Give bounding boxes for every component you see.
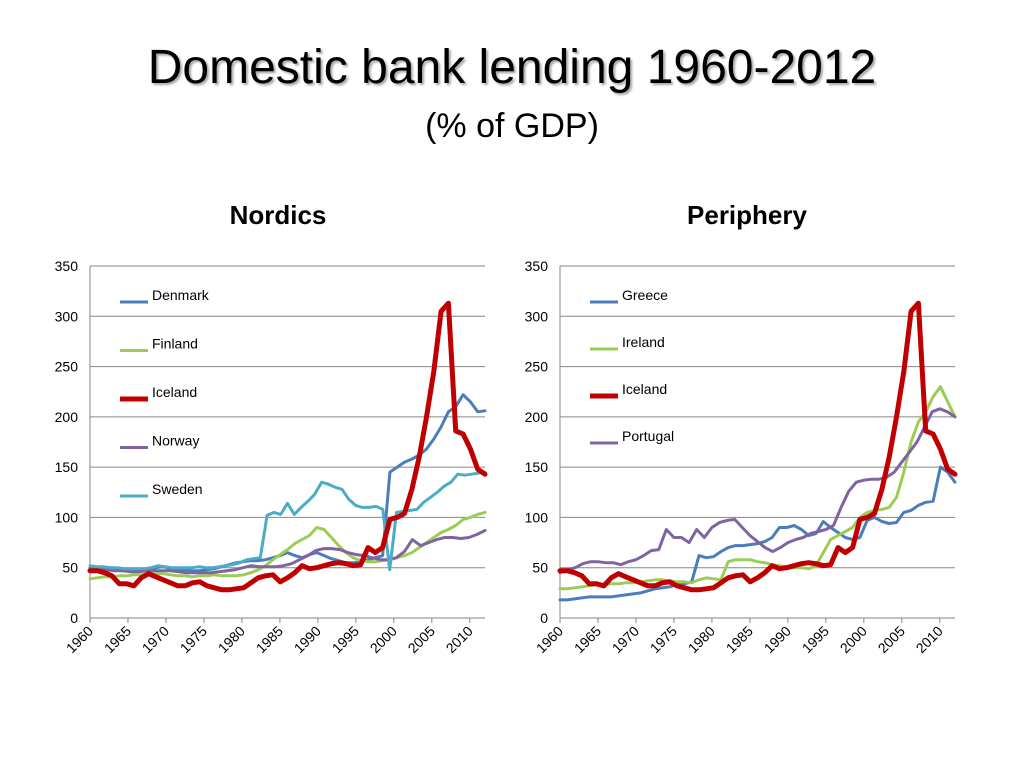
series-line-portugal [558, 407, 957, 575]
x-tick-label: 1980 [685, 623, 718, 656]
x-tick-label: 1975 [647, 623, 680, 656]
legend-label-norway: Norway [152, 433, 199, 449]
legend-label-ireland: Ireland [622, 334, 665, 350]
series-line-greece [558, 465, 957, 602]
x-tick-label: 2005 [875, 623, 908, 656]
x-tick-label: 1990 [761, 623, 794, 656]
y-tick-label: 350 [55, 258, 79, 274]
y-tick-label: 50 [532, 560, 548, 576]
series-line-finland [88, 510, 487, 581]
chart-title-nordics: Nordics [229, 200, 327, 230]
y-tick-label: 0 [70, 610, 78, 626]
series-line-iceland [87, 300, 488, 593]
y-tick-label: 350 [525, 258, 549, 274]
x-tick-label: 1960 [63, 623, 96, 656]
y-tick-label: 250 [55, 359, 79, 375]
series-line-sweden [88, 470, 487, 572]
legend-label-denmark: Denmark [152, 287, 210, 303]
y-tick-label: 200 [55, 409, 79, 425]
y-tick-label: 250 [525, 359, 549, 375]
legend-label-iceland: Iceland [152, 384, 197, 400]
y-tick-label: 100 [55, 509, 79, 525]
x-tick-label: 2010 [913, 623, 946, 656]
legend-label-finland: Finland [152, 336, 198, 352]
series-line-norway [88, 529, 487, 575]
y-tick-label: 300 [55, 308, 79, 324]
series-line-ireland [558, 385, 957, 591]
x-tick-label: 1980 [215, 623, 248, 656]
y-tick-label: 100 [525, 509, 549, 525]
x-tick-label: 2000 [837, 623, 870, 656]
x-tick-label: 1975 [177, 623, 210, 656]
x-tick-label: 1990 [291, 623, 324, 656]
x-tick-label: 2005 [405, 623, 438, 656]
y-tick-label: 0 [540, 610, 548, 626]
y-tick-label: 150 [55, 459, 79, 475]
x-tick-label: 1970 [609, 623, 642, 656]
y-tick-label: 200 [525, 409, 549, 425]
x-tick-label: 1965 [571, 623, 604, 656]
legend-label-greece: Greece [622, 287, 668, 303]
x-tick-label: 1970 [139, 623, 172, 656]
x-tick-label: 1960 [533, 623, 566, 656]
slide-subtitle: (% of GDP) [425, 107, 599, 145]
legend-label-iceland: Iceland [622, 381, 667, 397]
legend-label-portugal: Portugal [622, 428, 674, 444]
y-tick-label: 150 [525, 459, 549, 475]
y-tick-label: 50 [62, 560, 78, 576]
chart-title-periphery: Periphery [687, 200, 807, 230]
x-tick-label: 1995 [799, 623, 832, 656]
y-tick-label: 300 [525, 308, 549, 324]
x-tick-label: 2010 [443, 623, 476, 656]
slide-title: Domestic bank lending 1960-2012 [147, 41, 877, 94]
x-tick-label: 1985 [723, 623, 756, 656]
series-line-iceland [557, 300, 958, 593]
legend-label-sweden: Sweden [152, 481, 203, 497]
x-tick-label: 1995 [329, 623, 362, 656]
x-tick-label: 2000 [367, 623, 400, 656]
x-tick-label: 1985 [253, 623, 286, 656]
x-tick-label: 1965 [101, 623, 134, 656]
